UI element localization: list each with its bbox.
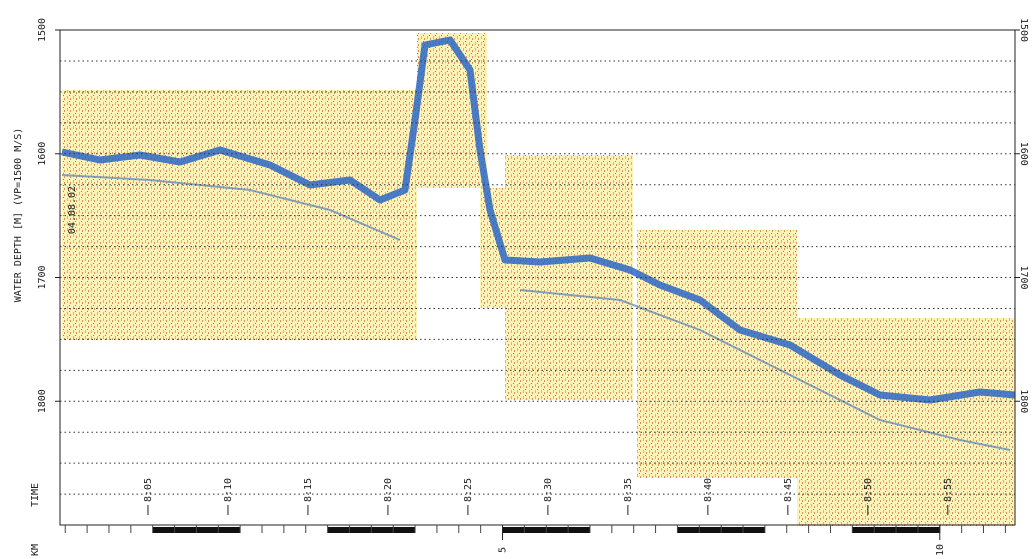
seismic-panel [797, 318, 1015, 526]
time-tick-label: 8:05 [143, 478, 154, 502]
time-tick-label: 8:55 [943, 478, 954, 502]
seismic-panel [637, 230, 797, 478]
time-tick-label: 8:20 [383, 478, 394, 502]
km-tick-label: 10 [935, 544, 946, 556]
time-tick-label: 8:25 [463, 478, 474, 502]
seismic-panels [61, 33, 1016, 526]
km-label: KM [30, 544, 41, 556]
time-tick-label: 8:50 [863, 478, 874, 502]
time-tick-label: 8:45 [783, 478, 794, 502]
time-tick-label: 8:15 [303, 478, 314, 502]
y2-tick-label: 1500 [1018, 18, 1029, 42]
time-tick-label: 8:40 [703, 478, 714, 502]
date-label: 04.08.02 [67, 186, 78, 234]
km-tick-label: 5 [498, 547, 509, 553]
y-tick-label: 1600 [37, 142, 48, 166]
y-tick-label: 1800 [37, 389, 48, 413]
time-tick-label: 8:10 [223, 478, 234, 502]
time-label: TIME [30, 483, 41, 507]
seafloor-reflector [61, 36, 1016, 404]
y2-tick-label: 1700 [1018, 265, 1029, 289]
sub-reflector [61, 174, 1011, 451]
time-tick-label: 8:35 [623, 478, 634, 502]
y2-tick-label: 1600 [1018, 142, 1029, 166]
time-tick-label: 8:30 [543, 478, 554, 502]
y-tick-label: 1700 [37, 265, 48, 289]
y-tick-label: 1500 [37, 18, 48, 42]
y-axis-label: WATER DEPTH [M] (VP=1500 M/S) [13, 128, 24, 303]
y2-tick-label: 1800 [1018, 389, 1029, 413]
seismic-panel [62, 90, 417, 340]
